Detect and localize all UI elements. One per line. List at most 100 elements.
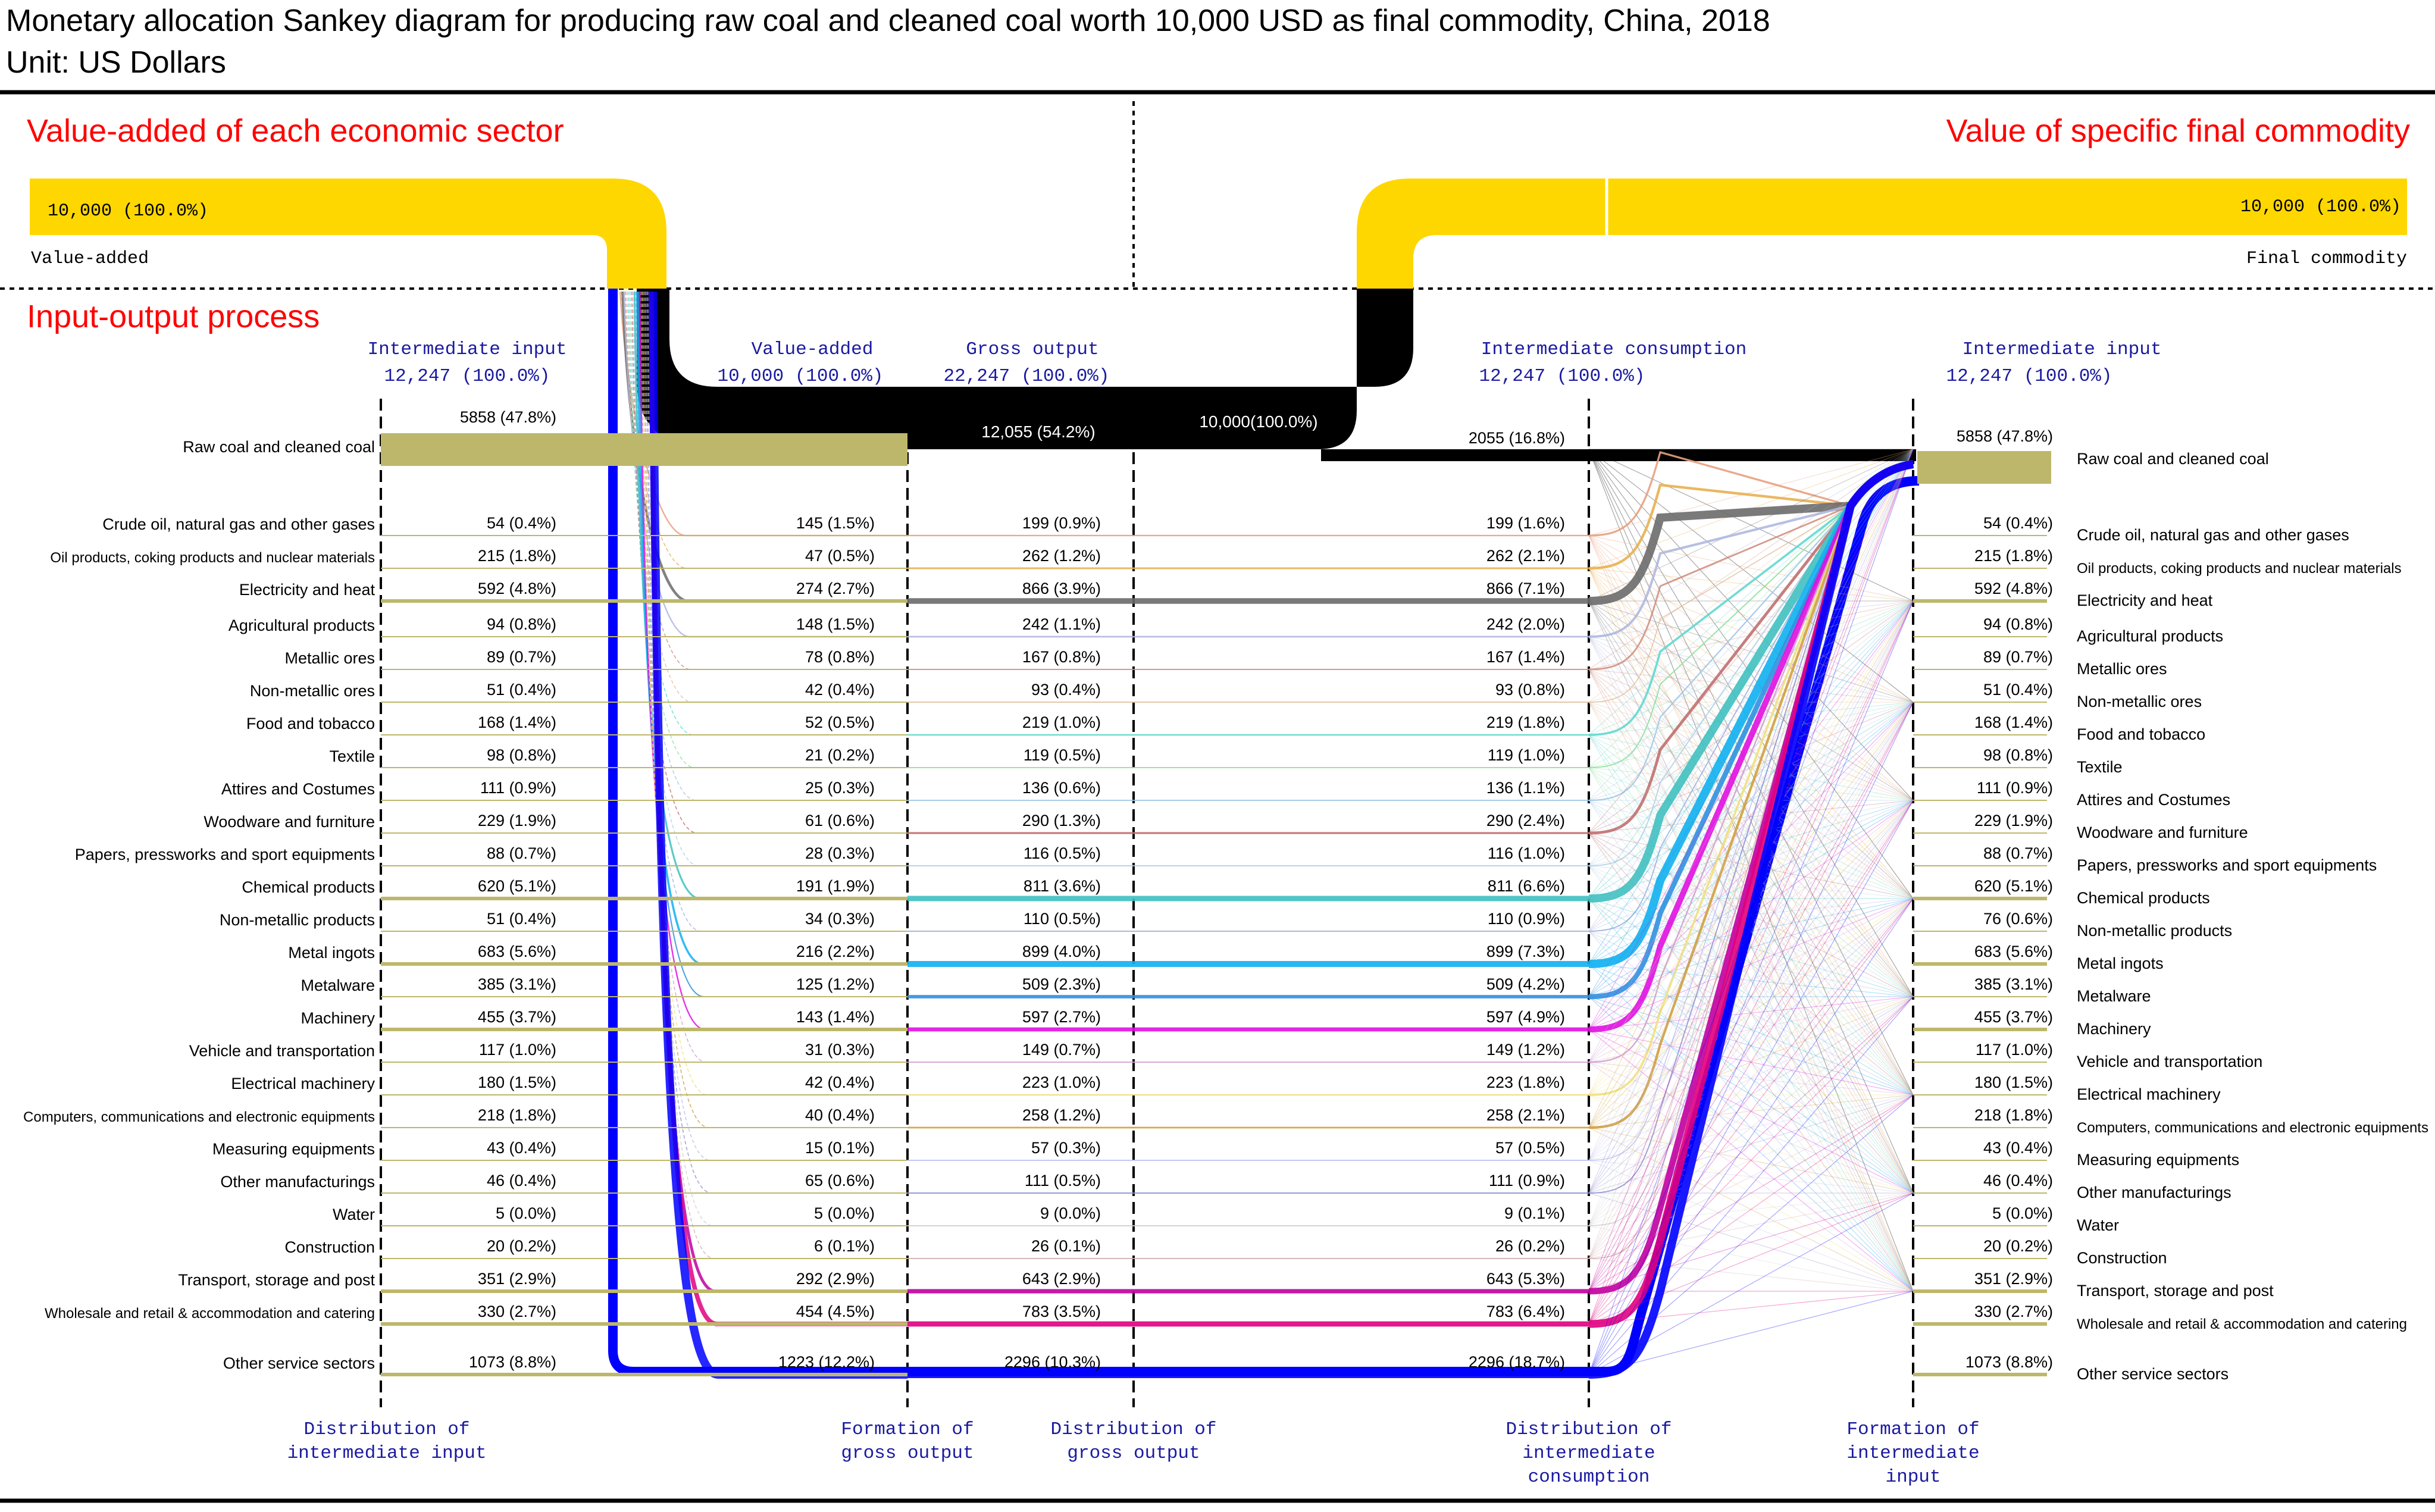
- value-added-flow: [30, 179, 666, 289]
- sector-ri-value: 683 (5.6%): [1974, 943, 2053, 960]
- sector-go-value: 9 (0.0%): [1040, 1204, 1101, 1222]
- sector-name-right: Agricultural products: [2077, 627, 2223, 645]
- sector-ri-value: 620 (5.1%): [1974, 877, 2053, 895]
- ic-cross-line: [1588, 800, 1914, 1226]
- sector-va-value: 47 (0.5%): [805, 547, 875, 565]
- sector-name-right: Vehicle and transportation: [2077, 1053, 2262, 1070]
- sector-ri-value: 592 (4.8%): [1974, 580, 2053, 597]
- sector-ii-value: 20 (0.2%): [487, 1237, 556, 1255]
- va-fan-line: [646, 291, 907, 1194]
- sector-name-left: Other manufacturings: [220, 1173, 375, 1191]
- ic-cross-line: [1588, 1192, 1914, 1292]
- ic-cross-line: [1588, 734, 1914, 899]
- sector-va-value: 61 (0.6%): [805, 812, 875, 829]
- ic-cross-line: [1588, 996, 1914, 1226]
- ic-cross-line: [1588, 1192, 1914, 1226]
- va-total: 10,000 (100.0%): [717, 366, 883, 387]
- sector-ri-value: 51 (0.4%): [1983, 681, 2053, 699]
- sector-va-value: 125 (1.2%): [796, 975, 875, 993]
- sector-go-value: 290 (1.3%): [1022, 812, 1101, 829]
- ic-cross-line: [1588, 568, 1914, 997]
- sector-name-right: Wholesale and retail & accommodation and…: [2077, 1316, 2407, 1332]
- va-fan-lines: [619, 291, 907, 1379]
- ic-cross-line: [1588, 996, 1914, 1375]
- sector-name-right: Other manufacturings: [2077, 1184, 2231, 1201]
- sector-name-right: Metalware: [2077, 987, 2151, 1005]
- ic-cross-line: [1588, 669, 1914, 997]
- sector-va-value: 25 (0.3%): [805, 779, 875, 797]
- ic-cross-line: [1588, 669, 1914, 1292]
- sector-row: Electrical machinery Electrical machinery…: [231, 1073, 2221, 1103]
- ic-cross-line: [1588, 449, 1914, 670]
- coal-intermediate-input-bar-right: [1917, 451, 2051, 484]
- ic-cross-line: [1588, 800, 1914, 1375]
- sector-name-left: Attires and Costumes: [221, 780, 375, 798]
- sector-ri-value: 88 (0.7%): [1983, 844, 2053, 862]
- ic-cross-line: [1588, 702, 1914, 1292]
- ic-cross-line: [1588, 931, 1914, 1194]
- ic-cross-line: [1588, 600, 1914, 1292]
- ic-cross-line: [1588, 800, 1914, 1325]
- ic-cross-line: [1588, 449, 1914, 801]
- ic-cross-line: [1588, 600, 1914, 637]
- ic-cross-line: [1588, 600, 1914, 899]
- sector-ic-value: 509 (4.2%): [1486, 975, 1565, 993]
- ic-cross-line: [1588, 898, 1914, 1292]
- sector-ic-value: 116 (1.0%): [1488, 844, 1565, 862]
- ic-cross-line: [1588, 702, 1914, 1375]
- ii-left-total: 12,247 (100.0%): [384, 366, 550, 387]
- sector-name-right: Metallic ores: [2077, 660, 2167, 678]
- sector-name-left: Metallic ores: [284, 649, 375, 667]
- coal-intermediate-input-bar: [381, 433, 907, 466]
- ic-cross-line: [1588, 865, 1914, 1095]
- ic-cross-line: [1588, 1094, 1914, 1194]
- sector-va-value: 31 (0.3%): [805, 1041, 875, 1059]
- sector-name-right: Water: [2077, 1216, 2119, 1234]
- sector-name-right: Oil products, coking products and nuclea…: [2077, 561, 2402, 577]
- sector-va-value: 42 (0.4%): [805, 1073, 875, 1091]
- sector-go-value: 242 (1.1%): [1022, 615, 1101, 633]
- ic-cross-line: [1588, 1062, 1914, 1194]
- ic-cross-line: [1588, 865, 1914, 1194]
- ic-cross-line: [1588, 898, 1914, 1161]
- sector-name-right: Electrical machinery: [2077, 1085, 2221, 1103]
- ic-cross-line: [1588, 996, 1914, 1325]
- sector-name-right: Construction: [2077, 1249, 2167, 1267]
- sector-ii-value: 88 (0.7%): [487, 844, 556, 862]
- sector-go-value: 116 (0.5%): [1024, 844, 1101, 862]
- sector-row: Metal ingots Metal ingots 683 (5.6%) 216 (2…: [288, 943, 2163, 972]
- sector-go-value: 262 (1.2%): [1022, 547, 1101, 565]
- ic-cross-line: [1588, 702, 1914, 997]
- sector-name-left: Electricity and heat: [239, 581, 375, 599]
- sector-va-value: 52 (0.5%): [805, 713, 875, 731]
- sector-go-value: 866 (3.9%): [1022, 580, 1101, 597]
- sector-ri-value: 215 (1.8%): [1974, 547, 2053, 565]
- sector-ii-value: 683 (5.6%): [478, 943, 556, 960]
- sector-ic-value: 199 (1.6%): [1486, 514, 1565, 532]
- sector-name-right: Metal ingots: [2077, 954, 2164, 972]
- sector-ri-value: 330 (2.7%): [1974, 1303, 2053, 1320]
- ic-cross-line: [1588, 702, 1914, 932]
- sector-row: Non-metallic ores Non-metallic ores 51 (0.…: [250, 681, 2202, 710]
- sector-row: Measuring equipments Measuring equipments…: [212, 1139, 2239, 1169]
- sector-ii-value: 455 (3.7%): [478, 1008, 556, 1026]
- ic-cross-line: [1588, 800, 1914, 1161]
- sector-name-right: Machinery: [2077, 1020, 2151, 1038]
- final-commodity-label: Final commodity: [2246, 249, 2407, 269]
- sector-name-left: Water: [333, 1206, 375, 1223]
- sector-ic-value: 258 (2.1%): [1486, 1106, 1565, 1124]
- bottom-column-label: intermediate: [1846, 1443, 1979, 1464]
- ic-cross-line: [1588, 702, 1914, 997]
- sector-ic-value: 57 (0.5%): [1495, 1139, 1565, 1157]
- ic-cross-line: [1588, 1094, 1914, 1226]
- ic-cross-line: [1588, 1094, 1914, 1161]
- ic-cross-line: [1588, 898, 1914, 997]
- ic-cross-line: [1588, 996, 1914, 1259]
- ic-cross-line: [1588, 800, 1914, 866]
- ic-cross-line: [1588, 702, 1914, 1194]
- sector-go-value: 149 (0.7%): [1022, 1041, 1101, 1059]
- ic-cross-line: [1588, 1192, 1914, 1292]
- ic-cross-lines: [1588, 449, 1914, 1379]
- sector-go-value: 899 (4.0%): [1022, 943, 1101, 960]
- ic-cross-line: [1588, 734, 1914, 1292]
